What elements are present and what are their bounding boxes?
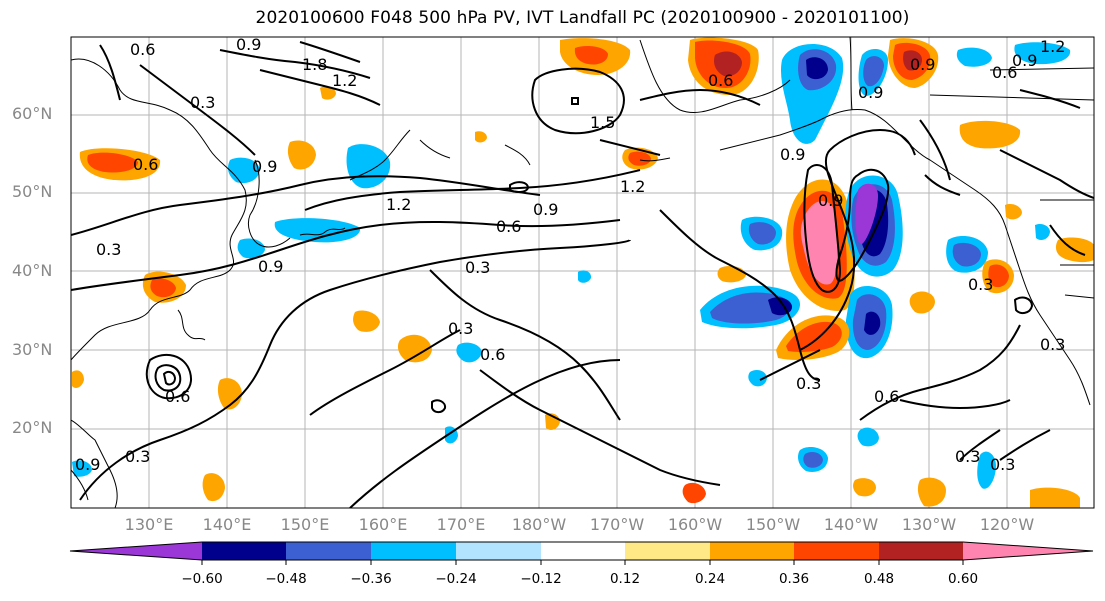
lon-label: 170°W (589, 515, 645, 534)
colorbar-tick-label: 0.60 (947, 571, 979, 587)
colorbar-segment (794, 542, 879, 560)
colorbar-tick-label: 0.36 (778, 571, 810, 587)
colorbar-segment (625, 542, 710, 560)
lon-label: 160°W (667, 515, 723, 534)
contour-label: 0.9 (858, 83, 883, 102)
colorbar-tick-label: −0.48 (265, 571, 307, 587)
contour-label: 0.3 (125, 447, 150, 466)
colorbar-tick-label: −0.24 (435, 571, 477, 587)
lon-label: 150°W (745, 515, 801, 534)
contour-label: 0.3 (190, 93, 215, 112)
colorbar (69, 541, 1094, 565)
lon-label: 140°E (202, 515, 252, 534)
contour-label: 0.3 (990, 455, 1015, 474)
contour-label: 0.3 (1040, 335, 1065, 354)
colorbar-tick-label: −0.60 (181, 571, 223, 587)
contour-label: 1.2 (386, 195, 411, 214)
map-frame (70, 36, 1095, 509)
contour-label: 0.6 (133, 155, 158, 174)
contour-label: 0.6 (708, 71, 733, 90)
lat-label: 30°N (12, 340, 53, 359)
pv-contours (71, 41, 1094, 508)
contour-label: 0.3 (955, 447, 980, 466)
contour-label: 0.6 (165, 387, 190, 406)
colorbar-tick-label: 0.24 (694, 571, 726, 587)
contour-label: 0.9 (258, 257, 283, 276)
contour-label: 0.9 (252, 157, 277, 176)
lon-label: 140°W (823, 515, 879, 534)
colorbar-tick-label: 0.48 (863, 571, 895, 587)
colorbar-tick-label: −0.12 (520, 571, 562, 587)
contour-label: 0.9 (818, 191, 843, 210)
lon-label: 120°W (979, 515, 1035, 534)
contour-label: 1.8 (302, 55, 327, 74)
coastlines (71, 37, 1094, 508)
contour-label: 0.9 (910, 55, 935, 74)
contour-label: 1.2 (620, 177, 645, 196)
contour-label: 0.6 (480, 345, 505, 364)
contour-label-group: 0.9 0.6 1.2 1.2 0.9 0.3 0.3 0.6 0.3 0.6 … (75, 35, 1065, 474)
contour-label: 0.3 (448, 319, 473, 338)
contour-label: 0.9 (533, 200, 558, 219)
lon-label: 170°E (436, 515, 486, 534)
map-title: 2020100600 F048 500 hPa PV, IVT Landfall… (255, 8, 910, 28)
colorbar-segment (710, 542, 794, 560)
lat-label: 60°N (12, 104, 53, 123)
colorbar-segment (879, 542, 963, 560)
lat-label: 20°N (12, 418, 53, 437)
lat-label: 50°N (12, 182, 53, 201)
contour-label: 1.5 (590, 113, 615, 132)
contour-label: 0.3 (96, 240, 121, 259)
lat-label: 40°N (12, 261, 53, 280)
contour-label: 0.9 (780, 145, 805, 164)
colorbar-segment (202, 542, 286, 560)
colorbar-segment (541, 542, 625, 560)
colorbar-segment (456, 542, 541, 560)
contour-label: 0.3 (465, 258, 490, 277)
colorbar-segment (286, 542, 371, 560)
colorbar-extend-low (70, 542, 202, 560)
lon-label: 130°W (901, 515, 957, 534)
contour-label: 0.6 (130, 40, 155, 59)
colorbar-segment (371, 542, 456, 560)
contour-label: 0.9 (236, 35, 261, 54)
colorbar-extend-high (963, 542, 1093, 560)
contour-label: 0.9 (1012, 51, 1037, 70)
colorbar-tick-label: 0.12 (609, 571, 641, 587)
shaded-anomalies (72, 37, 1094, 508)
contour-label: 0.3 (796, 374, 821, 393)
lon-label: 160°E (358, 515, 408, 534)
contour-label: 0.6 (874, 387, 899, 406)
colorbar-tick-label: −0.36 (350, 571, 392, 587)
contour-label: 0.6 (496, 217, 521, 236)
lon-label: 150°E (280, 515, 330, 534)
contour-label: 1.2 (332, 71, 357, 90)
contour-label: 0.3 (968, 275, 993, 294)
contour-label: 0.6 (992, 63, 1017, 82)
contour-label: 1.2 (1040, 37, 1065, 56)
lon-label: 130°E (124, 515, 174, 534)
contour-label: 0.9 (75, 455, 100, 474)
lon-label: 180°W (511, 515, 567, 534)
